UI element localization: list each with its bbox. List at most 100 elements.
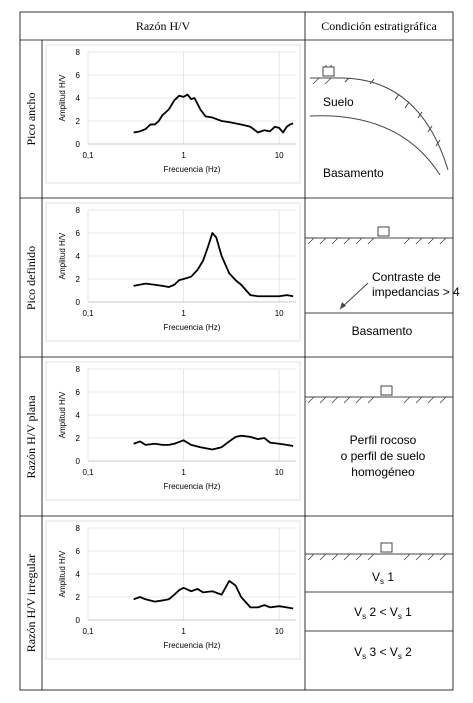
row-label: Pico ancho bbox=[24, 93, 38, 146]
y-tick-label: 4 bbox=[76, 411, 81, 420]
chart-frame bbox=[45, 202, 301, 342]
ground-hatch bbox=[439, 237, 447, 245]
y-tick-label: 8 bbox=[76, 524, 81, 533]
layered-profile-diagram bbox=[305, 542, 453, 632]
x-axis-label: Frecuencia (Hz) bbox=[164, 482, 221, 491]
x-tick-label: 0,1 bbox=[82, 468, 94, 477]
text: 3 < V bbox=[366, 645, 398, 659]
ground-hatch bbox=[319, 396, 327, 404]
chart-frame bbox=[45, 44, 301, 184]
column-header: Razón H/V bbox=[136, 19, 191, 33]
y-tick-label: 6 bbox=[76, 547, 81, 556]
chart-frame bbox=[45, 361, 301, 501]
y-tick-label: 0 bbox=[76, 298, 81, 307]
ground-hatch bbox=[427, 396, 435, 404]
ground-hatch bbox=[307, 396, 315, 404]
ground-hatch bbox=[439, 396, 447, 404]
ground-hatch bbox=[331, 553, 339, 561]
subscript: s bbox=[398, 612, 402, 621]
ground-hatch bbox=[367, 553, 375, 561]
x-tick-label: 0,1 bbox=[82, 309, 94, 318]
x-tick-label: 10 bbox=[275, 309, 284, 318]
layer-label: Vs 3 < Vs 2 bbox=[354, 645, 412, 661]
chart: 0 2 4 6 8 0,1 1 10 Frecuencia (Hz) Amplitud H/V bbox=[45, 202, 301, 342]
ground-hatch bbox=[331, 396, 339, 404]
ground-hatch bbox=[312, 77, 320, 85]
ground-hatch bbox=[324, 77, 332, 85]
x-tick-label: 1 bbox=[181, 627, 186, 636]
text: V bbox=[372, 570, 380, 584]
ground-hatch bbox=[367, 396, 375, 404]
flat-profile-diagram bbox=[305, 385, 453, 398]
row-label: Razón H/V plana bbox=[24, 395, 38, 479]
ground-hatch bbox=[415, 237, 423, 245]
annotation: impedancias > 4 bbox=[372, 285, 460, 299]
y-axis-label: Amplitud H/V bbox=[58, 391, 67, 438]
layer-label: Suelo bbox=[323, 95, 354, 109]
layer-label: Vs 1 bbox=[372, 570, 394, 586]
x-tick-label: 0,1 bbox=[82, 151, 94, 160]
ground-hatch bbox=[403, 396, 411, 404]
description: homogéneo bbox=[351, 465, 415, 479]
ground-hatch bbox=[415, 396, 423, 404]
ground-hatch bbox=[319, 237, 327, 245]
y-tick-label: 8 bbox=[76, 206, 81, 215]
text: 2 bbox=[402, 645, 412, 659]
chart: 0 2 4 6 8 0,1 1 10 Frecuencia (Hz) Amplitud H/V bbox=[45, 44, 301, 184]
subscript: s bbox=[362, 612, 366, 621]
y-tick-label: 6 bbox=[76, 388, 81, 397]
ground-hatch bbox=[355, 553, 363, 561]
layer-label: Basamento bbox=[352, 324, 413, 338]
soil-basin-diagram bbox=[309, 65, 449, 176]
data-line bbox=[133, 580, 294, 610]
layer-label: Basamento bbox=[323, 166, 384, 180]
y-tick-label: 0 bbox=[76, 457, 81, 466]
y-tick-label: 8 bbox=[76, 48, 81, 57]
ground-hatch bbox=[343, 396, 351, 404]
annotation: Contraste de bbox=[372, 270, 441, 284]
x-tick-label: 10 bbox=[275, 627, 284, 636]
data-line bbox=[133, 434, 294, 451]
y-tick-label: 4 bbox=[76, 570, 81, 579]
x-axis-label: Frecuencia (Hz) bbox=[164, 165, 221, 174]
y-tick-label: 4 bbox=[76, 94, 81, 103]
ground-hatch bbox=[439, 553, 447, 561]
y-tick-label: 8 bbox=[76, 365, 81, 374]
ground-hatch bbox=[343, 553, 351, 561]
text: 1 bbox=[384, 570, 394, 584]
description: o perfil de suelo bbox=[341, 449, 426, 463]
y-tick-label: 2 bbox=[76, 593, 81, 602]
chart: 0 2 4 6 8 0,1 1 10 Frecuencia (Hz) Amplitud H/V bbox=[45, 361, 301, 501]
x-tick-label: 1 bbox=[181, 151, 186, 160]
chart-frame bbox=[45, 520, 301, 660]
chart: 0 2 4 6 8 0,1 1 10 Frecuencia (Hz) Amplitud H/V bbox=[45, 520, 301, 660]
y-tick-label: 0 bbox=[76, 616, 81, 625]
x-tick-label: 1 bbox=[181, 309, 186, 318]
y-tick-label: 2 bbox=[76, 117, 81, 126]
subscript: s bbox=[380, 577, 384, 586]
x-tick-label: 10 bbox=[275, 151, 284, 160]
ground-hatch bbox=[403, 553, 411, 561]
y-tick-label: 6 bbox=[76, 229, 81, 238]
y-axis-label: Amplitud H/V bbox=[58, 232, 67, 279]
text: V bbox=[354, 605, 362, 619]
ground-hatch bbox=[307, 237, 315, 245]
subscript: s bbox=[362, 652, 366, 661]
y-axis-label: Amplitud H/V bbox=[58, 74, 67, 121]
y-tick-label: 6 bbox=[76, 71, 81, 80]
description: Perfil rocoso bbox=[350, 433, 417, 447]
ground-hatch bbox=[319, 553, 327, 561]
subscript: s bbox=[398, 652, 402, 661]
text: 2 < V bbox=[366, 605, 398, 619]
ground-hatch bbox=[307, 553, 315, 561]
ground-hatch bbox=[415, 553, 423, 561]
ground-hatch bbox=[355, 237, 363, 245]
layer-label: Vs 2 < Vs 1 bbox=[354, 605, 412, 621]
x-tick-label: 10 bbox=[275, 468, 284, 477]
ground-hatch bbox=[403, 237, 411, 245]
data-line bbox=[133, 232, 294, 298]
row-label: Razón H/V irregular bbox=[24, 554, 38, 652]
column-header: Condición estratigráfica bbox=[321, 19, 437, 33]
ground-hatch bbox=[427, 237, 435, 245]
